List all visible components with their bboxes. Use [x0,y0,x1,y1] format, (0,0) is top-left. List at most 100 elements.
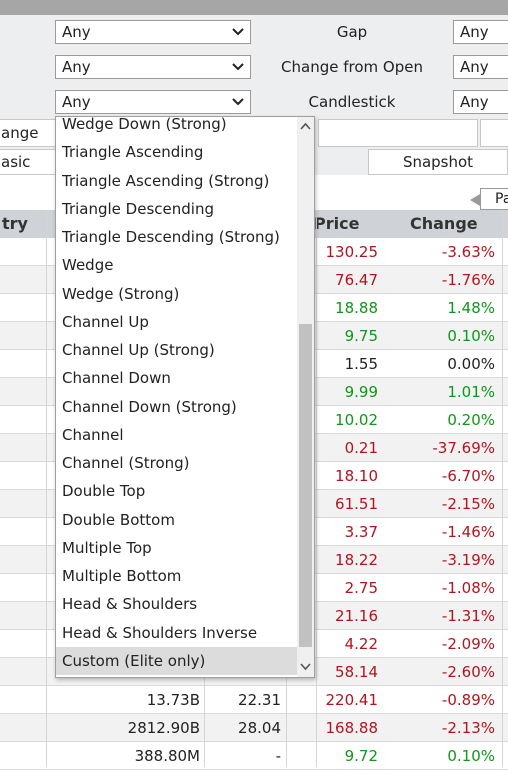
dropdown-option[interactable]: Channel Down (Strong) [62,397,237,416]
dropdown-option[interactable]: Multiple Top [62,538,152,557]
candlestick-label: Candlestick [308,93,396,111]
column-divider [316,210,317,767]
header-price[interactable]: Price [314,214,360,233]
cell-change: 0.00% [447,355,495,373]
cell-price: 61.51 [335,495,378,513]
pattern-select-current-value: Any [62,93,91,111]
cell-price: 130.25 [325,243,379,261]
cell-price: 9.72 [344,747,378,765]
dropdown-option[interactable]: Triangle Descending [62,199,214,218]
column-divider [502,210,503,767]
cell-price: 3.37 [344,523,378,541]
cell-price: 18.22 [335,551,378,569]
column-divider [46,210,47,767]
candlestick-select[interactable]: Any [453,90,508,114]
dropdown-option[interactable]: Head & Shoulders [62,595,198,614]
chevron-down-icon [232,28,244,36]
chevron-down-icon [232,98,244,106]
dropdown-option[interactable]: Channel Down [62,369,171,388]
cell-change: -6.70% [441,467,495,485]
tab-snapshot[interactable]: Snapshot [368,149,508,175]
filter-panel: Any Gap Any Any Change from Open Any Any… [0,15,508,119]
gap-select[interactable]: Any [453,20,508,44]
dropdown-option[interactable]: Channel Up (Strong) [62,341,215,359]
cell-price: 1.55 [344,355,378,373]
dropdown-option[interactable]: Double Bottom [62,510,175,529]
cell-change: 0.10% [447,327,495,345]
chevron-down-icon [232,63,244,71]
cell-change: 1.48% [447,299,495,317]
pattern-select[interactable]: Any [55,90,251,114]
change-from-open-label: Change from Open [281,58,423,76]
cell-change: 1.01% [447,383,495,401]
cell-market-cap: 388.80M [134,747,200,765]
pattern-select-value: Any [62,23,91,41]
chevron-up-icon[interactable] [299,120,312,134]
cell-price: 18.88 [335,299,378,317]
tab-next-partial[interactable] [480,119,508,147]
dropdown-option[interactable]: Head & Shoulders Inverse [62,623,258,642]
dropdown-option[interactable]: Triangle Ascending (Strong) [62,171,270,190]
change-from-open-select[interactable]: Any [453,55,508,79]
header-industry[interactable]: try [2,214,28,233]
dropdown-option[interactable]: Wedge (Strong) [62,284,180,303]
cell-market-cap: 2812.90B [127,719,200,737]
dropdown-option[interactable]: Channel [62,425,124,444]
tab-blank[interactable] [318,119,478,147]
cell-change: 0.10% [447,747,495,765]
cell-change: -1.76% [441,271,495,289]
cell-price: 220.41 [325,691,379,709]
dropdown-option[interactable]: Custom (Elite only) [56,646,298,675]
dropdown-option[interactable]: Channel (Strong) [62,454,190,472]
table-row[interactable]: 2812.90B 28.04 168.88 -2.13% [0,714,508,742]
filter-row-change-from-open: Any Change from Open Any [0,55,508,90]
cell-change: -2.60% [441,663,495,681]
cell-change: -1.08% [441,579,495,597]
cell-change: -1.31% [441,607,495,625]
cell-change: -3.63% [441,243,495,261]
cell-price: 21.16 [335,607,378,625]
filter-row-gap: Any Gap Any [0,20,508,55]
cell-price: 58.14 [335,663,378,681]
cell-pe: - [275,747,281,765]
pattern-select-above[interactable]: Any [55,20,251,44]
gap-select-value: Any [460,23,489,41]
chevron-down-icon[interactable] [299,659,312,673]
cell-price: 4.22 [344,635,378,653]
cell-price: 76.47 [335,271,378,289]
pattern-dropdown-list[interactable]: Wedge Down (Strong) Triangle Ascending Tri… [55,116,315,678]
dropdown-option[interactable]: Double Top [62,482,146,501]
scrollbar-thumb[interactable] [299,324,312,647]
arrow-left-icon[interactable] [470,194,480,206]
cell-change: -2.09% [441,635,495,653]
gap-label: Gap [336,23,368,41]
dropdown-option[interactable]: Wedge [62,256,114,275]
dropdown-option[interactable]: Wedge Down (Strong) [62,116,227,133]
cell-change: -2.13% [441,719,495,737]
change-from-open-select-value: Any [460,58,489,76]
filter-select-middle-value: Any [62,58,91,76]
tab-basic[interactable]: asic [0,149,58,175]
cell-change: -1.46% [441,523,495,541]
tab-range-partial[interactable]: ange [0,119,58,147]
cell-pe: 28.04 [238,719,281,737]
header-change[interactable]: Change [410,214,478,233]
table-row[interactable]: 13.73B 22.31 220.41 -0.89% [0,686,508,714]
dropdown-option[interactable]: Multiple Bottom [62,567,182,585]
cell-change: -3.19% [441,551,495,569]
cell-price: 9.75 [344,327,378,345]
table-row[interactable]: 388.80M - 9.72 0.10% [0,742,508,770]
cell-price: 9.99 [344,383,378,401]
cell-change: -37.69% [432,439,495,457]
dropdown-scrollbar[interactable] [297,117,314,677]
filter-select-middle[interactable]: Any [55,55,251,79]
candlestick-select-value: Any [460,93,489,111]
dropdown-option[interactable]: Triangle Descending (Strong) [62,228,280,246]
cell-price: 168.88 [325,719,379,737]
cell-price: 0.21 [344,439,378,457]
cell-price: 18.10 [335,467,378,485]
page-select[interactable]: Pa [480,188,508,210]
top-bar [0,0,508,15]
dropdown-option[interactable]: Channel Up [62,312,149,331]
dropdown-option[interactable]: Triangle Ascending [62,143,204,162]
